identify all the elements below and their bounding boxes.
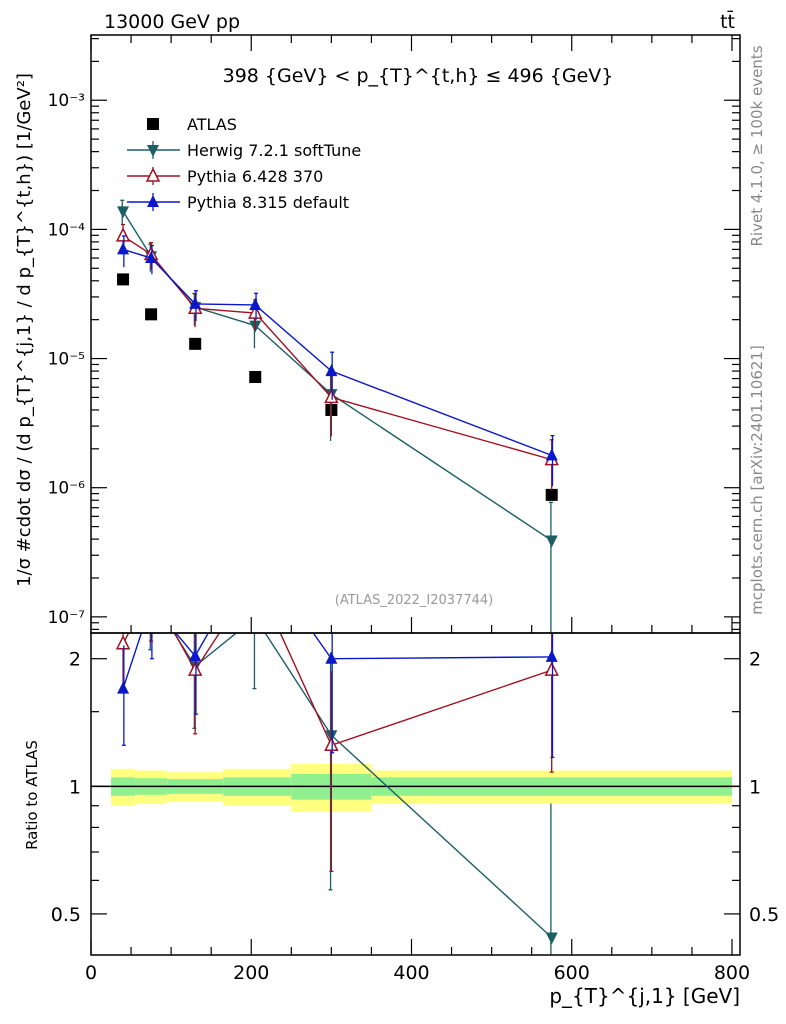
y-tick-label: 10⁻⁴ — [48, 220, 86, 240]
ratio-line — [122, 633, 552, 747]
data-point — [117, 273, 130, 286]
y-tick-label: 10⁻⁷ — [48, 608, 86, 628]
data-point — [545, 488, 558, 501]
x-tick-label: 400 — [393, 962, 429, 984]
series-line — [122, 210, 553, 542]
ratio-tick-label-right: 0.5 — [749, 904, 779, 926]
x-tick-label: 800 — [714, 962, 750, 984]
ratio-point — [117, 681, 130, 694]
legend-label: Pythia 6.428 370 — [187, 167, 323, 186]
ratio-point — [145, 592, 157, 604]
data-point — [545, 448, 558, 461]
data-point — [145, 308, 158, 321]
x-tick-label: 0 — [85, 962, 97, 984]
ratio-point — [145, 583, 157, 595]
data-point — [115, 227, 131, 242]
data-point — [189, 296, 202, 309]
data-point — [545, 535, 558, 548]
ratio-line — [173, 633, 553, 938]
y-tick-label: 10⁻⁵ — [48, 350, 85, 370]
ratio-point — [145, 596, 157, 608]
y-tick-label: 10⁻⁶ — [48, 479, 86, 499]
ratio-tick-label-right: 1 — [749, 776, 761, 798]
energy-label: 13000 GeV pp — [104, 11, 240, 33]
ratio-point — [249, 544, 261, 556]
x-tick-label: 200 — [233, 962, 269, 984]
ratio-point — [325, 651, 338, 664]
ratio-point — [324, 736, 339, 751]
data-point — [117, 242, 130, 255]
axes: 10⁻⁷ 10⁻⁶ 10⁻⁵ 10⁻⁴ 10⁻³ 0.5 0.5 1 1 2 2 0 200 400 600… — [48, 34, 779, 984]
legend: ATLAS Herwig 7.2.1 softTune Pythia 6.428 3… — [127, 115, 361, 212]
data-point — [145, 251, 158, 264]
ratio-point — [115, 635, 131, 650]
ratio-point — [117, 556, 129, 568]
ratio-frame — [90, 632, 741, 956]
data-point — [325, 364, 338, 377]
y-axis-label: 1/σ #cdot dσ / (d p_{T}^{j,1} / d p_{T}^… — [14, 73, 35, 587]
ratio-point — [249, 571, 261, 583]
ratio-tick-label: 1 — [69, 776, 81, 798]
ratio-point — [544, 661, 559, 676]
data-point — [189, 337, 202, 350]
main-panel-data — [115, 199, 559, 633]
ratio-tick-label: 2 — [69, 649, 81, 671]
ratio-point — [545, 649, 558, 662]
process-label: tt̄ — [720, 9, 735, 33]
ratio-point — [545, 932, 558, 945]
ratio-point — [189, 648, 202, 661]
chart-title: 398 {GeV} < p_{T}^{t,h} ≤ 496 {GeV} — [223, 65, 614, 87]
legend-label: Pythia 8.315 default — [187, 193, 349, 212]
mcplots-label: mcplots.cern.ch [arXiv:2401.10621] — [748, 345, 766, 615]
data-point — [117, 206, 130, 219]
ratio-tick-label-right: 2 — [749, 649, 761, 671]
analysis-label: (ATLAS_2022_I2037744) — [335, 593, 493, 608]
data-point — [249, 370, 262, 383]
y-tick-label: 10⁻³ — [48, 91, 85, 111]
legend-marker — [145, 167, 161, 182]
ratio-clipped — [115, 544, 559, 955]
ratio-panel-data — [115, 544, 559, 955]
main-clipped — [115, 199, 559, 633]
ratio-tick-label: 0.5 — [51, 904, 81, 926]
uncertainty-bands — [91, 763, 740, 812]
data-point — [324, 388, 339, 404]
ratio-point — [187, 661, 203, 676]
legend-marker — [147, 195, 159, 207]
ratio-line — [122, 633, 552, 689]
series-line — [122, 248, 552, 457]
x-tick-label: 600 — [554, 962, 590, 984]
legend-marker — [147, 145, 159, 157]
data-point — [249, 297, 262, 310]
legend-marker — [147, 118, 159, 130]
data-point — [248, 304, 263, 319]
legend-label: ATLAS — [187, 115, 237, 134]
series-line — [122, 235, 552, 461]
ratio-axis-label: Ratio to ATLAS — [23, 740, 41, 850]
rivet-label: Rivet 4.1.0, ≥ 100k events — [748, 45, 766, 246]
legend-label: Herwig 7.2.1 softTune — [187, 141, 361, 160]
x-axis-label: p_{T}^{j,1} [GeV] — [549, 984, 740, 1008]
